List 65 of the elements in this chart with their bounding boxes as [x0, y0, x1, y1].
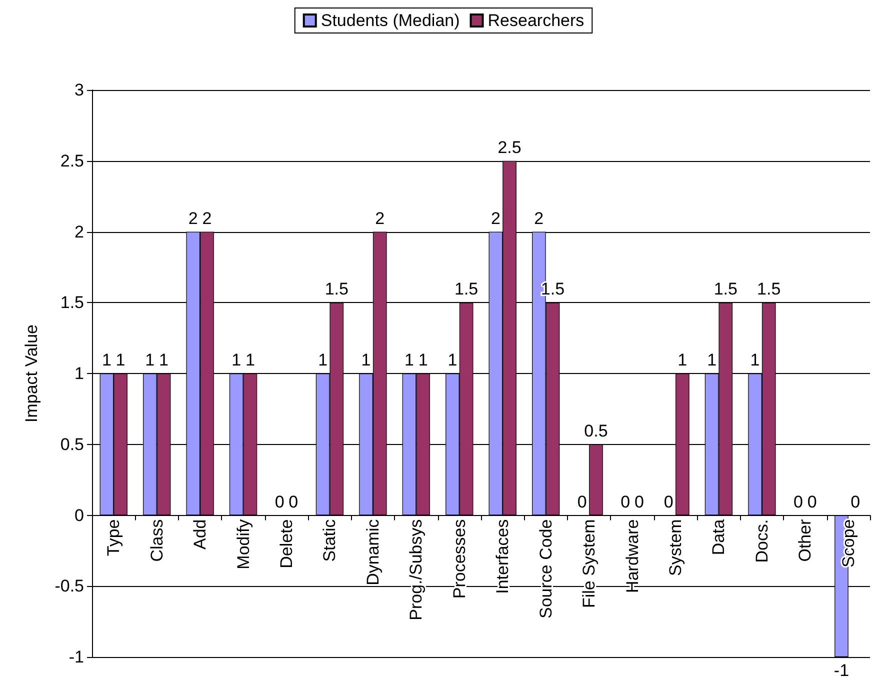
- data-label: 2: [534, 208, 544, 228]
- data-label: 0: [620, 492, 630, 512]
- x-tick-label: Prog./Subsys: [406, 519, 426, 620]
- data-label: 1: [245, 350, 255, 370]
- data-label: 1: [418, 350, 428, 370]
- data-label: 1.5: [454, 280, 478, 299]
- x-tick-label: Other: [796, 518, 815, 562]
- x-tick-label: System: [666, 519, 685, 576]
- data-label: 1: [159, 350, 168, 370]
- data-label: 0: [274, 492, 284, 512]
- x-tick-label: Docs.: [752, 519, 772, 563]
- data-label: 1: [102, 350, 112, 370]
- x-tick-label: Hardware: [622, 519, 642, 593]
- y-tick-label: 1: [74, 364, 84, 383]
- data-label: 1: [448, 350, 458, 370]
- x-tick-label: Interfaces: [493, 519, 512, 594]
- data-label: 0: [850, 492, 860, 512]
- data-label: -1: [834, 661, 850, 680]
- data-label: 1: [232, 350, 242, 370]
- x-tick-label: Dynamic: [363, 518, 382, 586]
- y-tick-label: 1.5: [60, 293, 84, 312]
- x-tick-label: Type: [104, 519, 124, 556]
- data-label: 1: [116, 350, 126, 370]
- x-tick-label: File System: [580, 519, 599, 608]
- data-label: 1: [404, 350, 414, 370]
- x-tick-label: Source Code: [536, 519, 556, 618]
- x-tick-label: Modify: [234, 518, 253, 570]
- y-tick-label: 2: [74, 222, 84, 242]
- data-label: 0: [664, 492, 674, 512]
- x-tick-label: Scope: [838, 519, 858, 568]
- data-label: 2: [202, 208, 212, 228]
- x-tick-label: Class: [147, 519, 166, 562]
- y-tick-label: 2.5: [60, 151, 84, 170]
- data-label: 2.5: [498, 138, 522, 157]
- data-label: 1: [145, 350, 155, 370]
- data-label: 0.5: [584, 421, 608, 440]
- x-tick-label: Delete: [277, 519, 296, 568]
- data-label: 2: [375, 208, 385, 228]
- data-label: 2: [490, 208, 500, 228]
- data-label: 1: [707, 350, 717, 370]
- legend-label: Students (Median): [320, 11, 460, 30]
- data-label: 1: [678, 350, 688, 370]
- x-tick-label: Static: [320, 518, 340, 562]
- x-tick-label: Data: [709, 518, 728, 556]
- y-tick-label: 0: [74, 506, 84, 525]
- data-label: 0: [577, 492, 587, 512]
- y-axis-title: Impact Value: [22, 324, 41, 422]
- data-label: 2: [188, 208, 198, 228]
- y-tick-label: 0.5: [60, 434, 84, 454]
- x-tick-label: Add: [190, 519, 210, 550]
- y-tick-label: 3: [74, 80, 84, 100]
- data-label: 1: [361, 350, 371, 370]
- data-label: 0: [807, 492, 817, 512]
- data-label: 0: [794, 492, 803, 512]
- data-label: 1.5: [757, 280, 781, 299]
- x-tick-label: Processes: [450, 519, 469, 599]
- data-label: 1.5: [714, 280, 738, 299]
- data-label: 0: [634, 492, 644, 512]
- data-label: 0: [288, 492, 298, 512]
- data-label: 1: [318, 350, 328, 370]
- y-tick-label: -1: [68, 648, 84, 666]
- data-label: 1.5: [324, 280, 348, 299]
- y-tick-label: -0.5: [54, 576, 84, 596]
- legend-label: Researchers: [488, 11, 584, 30]
- data-label: 1: [750, 350, 760, 370]
